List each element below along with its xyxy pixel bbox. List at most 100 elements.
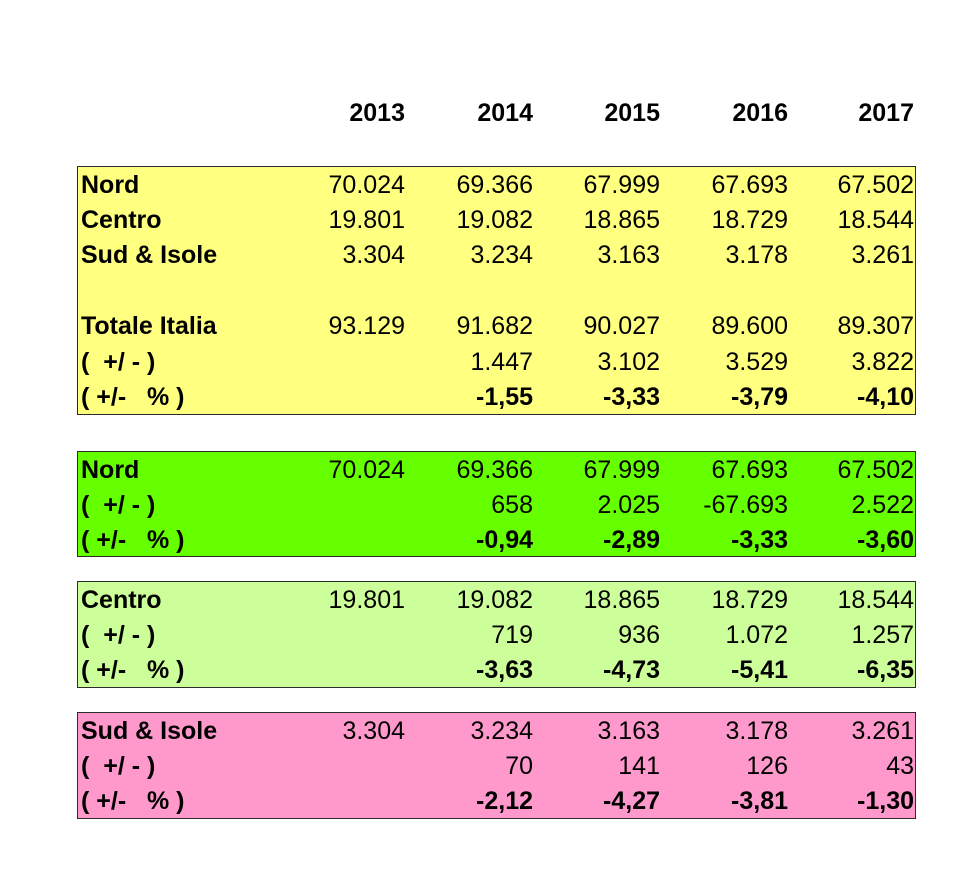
row-label: Centro [81,206,162,234]
value-cell: -3,33 [603,383,660,411]
value-cell: 3.178 [725,241,788,269]
centro-block: Centro 19.801 19.082 18.865 18.729 18.54… [77,581,916,688]
value-cell: -6,35 [857,656,914,684]
value-cell: 67.502 [837,456,914,484]
value-cell: 69.366 [456,171,533,199]
value-cell: 3.163 [597,241,660,269]
row-label: Nord [81,171,140,199]
percent-row: ( +/- % ) -1,55 -3,33 -3,79 -4,10 [78,379,917,415]
percent-row: ( +/- % ) -3,63 -4,73 -5,41 -6,35 [78,652,917,688]
value-cell: -1,30 [857,787,914,815]
value-cell: 18.544 [837,586,914,614]
value-cell: 67.693 [711,456,788,484]
row-label: Totale Italia [81,312,217,340]
year-header: 2014 [477,99,533,127]
value-cell: 89.600 [711,312,788,340]
value-cell: 18.729 [711,206,788,234]
value-cell: 3.178 [725,717,788,745]
row-label: Nord [81,456,140,484]
value-cell: 43 [886,752,914,780]
value-cell: -3,79 [731,383,788,411]
value-cell: -2,89 [603,526,660,554]
value-cell: 91.682 [456,312,533,340]
sud-isole-row: Sud & Isole 3.304 3.234 3.163 3.178 3.26… [78,713,917,749]
nord-row: Nord 70.024 69.366 67.999 67.693 67.502 [78,167,917,203]
row-label: ( +/ - ) [81,491,156,519]
difference-row: ( +/ - ) 719 936 1.072 1.257 [78,617,917,653]
row-label: ( +/- % ) [81,656,185,684]
value-cell: 19.801 [328,586,405,614]
percent-row: ( +/- % ) -0,94 -2,89 -3,33 -3,60 [78,522,917,558]
value-cell: 67.999 [583,456,660,484]
value-cell: 3.234 [470,241,533,269]
value-cell: 70 [505,752,533,780]
value-cell: 18.865 [583,586,660,614]
value-cell: -4,73 [603,656,660,684]
year-header: 2017 [858,99,914,127]
value-cell: 3.261 [851,717,914,745]
value-cell: 3.304 [342,717,405,745]
row-label: ( +/ - ) [81,621,156,649]
value-cell: -67.693 [703,491,788,519]
value-cell: 2.522 [851,491,914,519]
italy-total-block: Nord 70.024 69.366 67.999 67.693 67.502 … [77,166,916,415]
value-cell: 3.261 [851,241,914,269]
value-cell: 18.544 [837,206,914,234]
row-label: ( +/ - ) [81,348,156,376]
value-cell: -3,63 [476,656,533,684]
difference-row: ( +/ - ) 658 2.025 -67.693 2.522 [78,487,917,523]
value-cell: 70.024 [328,456,405,484]
value-cell: 3.529 [725,348,788,376]
value-cell: 18.865 [583,206,660,234]
row-label: Sud & Isole [81,241,218,269]
value-cell: 67.502 [837,171,914,199]
centro-row: Centro 19.801 19.082 18.865 18.729 18.54… [78,202,917,238]
value-cell: 1.447 [470,348,533,376]
row-label: ( +/- % ) [81,383,185,411]
difference-row: ( +/ - ) 1.447 3.102 3.529 3.822 [78,344,917,380]
value-cell: -0,94 [476,526,533,554]
value-cell: 3.234 [470,717,533,745]
nord-row: Nord 70.024 69.366 67.999 67.693 67.502 [78,452,917,488]
value-cell: 19.082 [456,586,533,614]
value-cell: 141 [618,752,660,780]
value-cell: 719 [491,621,533,649]
value-cell: 3.304 [342,241,405,269]
value-cell: 89.307 [837,312,914,340]
value-cell: 18.729 [711,586,788,614]
value-cell: 19.801 [328,206,405,234]
value-cell: 658 [491,491,533,519]
year-header: 2013 [349,99,405,127]
value-cell: 2.025 [597,491,660,519]
year-header: 2016 [732,99,788,127]
value-cell: 3.163 [597,717,660,745]
sud-isole-block: Sud & Isole 3.304 3.234 3.163 3.178 3.26… [77,712,916,819]
percent-row: ( +/- % ) -2,12 -4,27 -3,81 -1,30 [78,783,917,819]
row-label: ( +/- % ) [81,787,185,815]
year-header-row: 2013 2014 2015 2016 2017 [0,96,959,130]
value-cell: 1.257 [851,621,914,649]
difference-row: ( +/ - ) 70 141 126 43 [78,748,917,784]
value-cell: -2,12 [476,787,533,815]
value-cell: 67.693 [711,171,788,199]
value-cell: 126 [746,752,788,780]
value-cell: -4,27 [603,787,660,815]
sud-isole-row: Sud & Isole 3.304 3.234 3.163 3.178 3.26… [78,237,917,273]
value-cell: 1.072 [725,621,788,649]
value-cell: 70.024 [328,171,405,199]
totale-italia-row: Totale Italia 93.129 91.682 90.027 89.60… [78,308,917,344]
value-cell: 19.082 [456,206,533,234]
row-label: Sud & Isole [81,717,218,745]
value-cell: -3,60 [857,526,914,554]
value-cell: -5,41 [731,656,788,684]
row-label: Centro [81,586,162,614]
centro-row: Centro 19.801 19.082 18.865 18.729 18.54… [78,582,917,618]
value-cell: 69.366 [456,456,533,484]
value-cell: -3,33 [731,526,788,554]
value-cell: 90.027 [583,312,660,340]
row-label: ( +/- % ) [81,526,185,554]
value-cell: 67.999 [583,171,660,199]
year-header: 2015 [604,99,660,127]
value-cell: 3.822 [851,348,914,376]
row-label: ( +/ - ) [81,752,156,780]
